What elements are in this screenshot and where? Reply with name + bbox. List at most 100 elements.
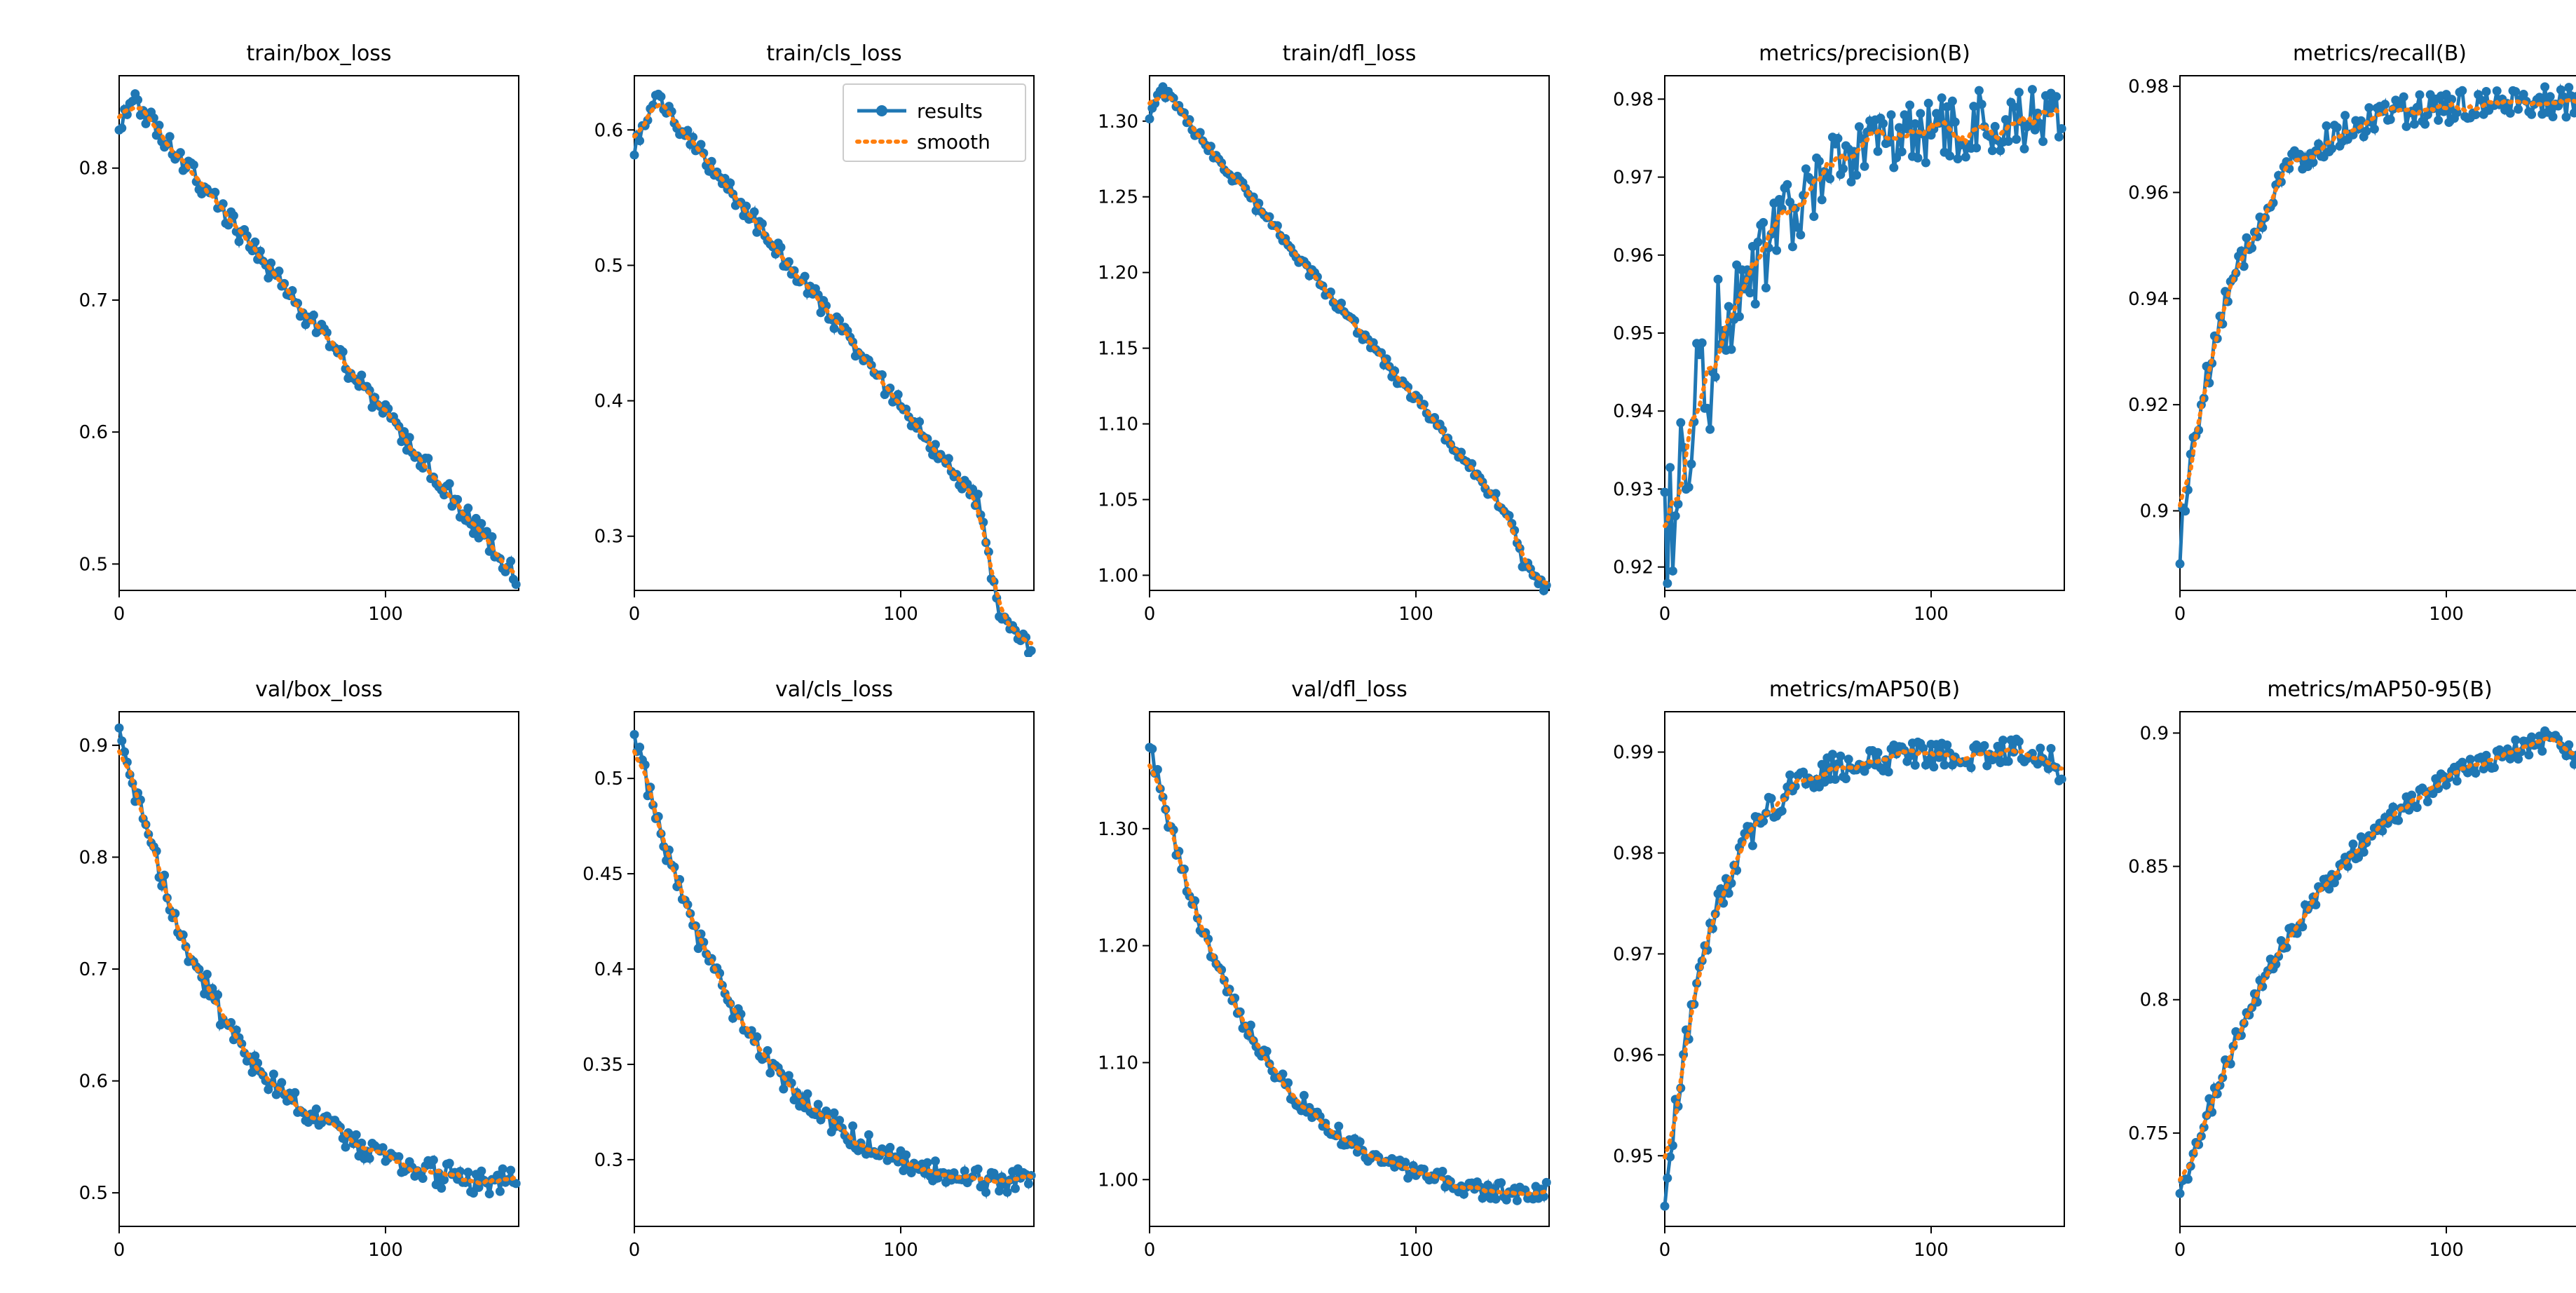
marker <box>1998 736 2008 745</box>
marker <box>2493 86 2502 95</box>
chart-panel: val/cls_loss01000.30.350.40.450.5 <box>536 657 1051 1293</box>
marker <box>165 132 175 141</box>
x-tick-label: 100 <box>1398 1240 1433 1261</box>
marker <box>1929 762 1938 771</box>
x-tick-label: 100 <box>1914 1240 1949 1261</box>
marker <box>1796 230 1805 239</box>
y-tick-label: 0.7 <box>79 959 108 980</box>
legend-label: smooth <box>917 130 990 154</box>
marker <box>2176 1189 2185 1198</box>
x-tick-label: 0 <box>1659 604 1671 625</box>
x-tick-label: 100 <box>1398 604 1433 625</box>
chart-title: train/dfl_loss <box>1283 41 1417 66</box>
chart-cell: train/box_loss01000.50.60.70.8 <box>21 21 536 657</box>
y-tick-label: 1.15 <box>1098 339 1138 360</box>
marker <box>1724 302 1733 311</box>
x-tick-label: 100 <box>883 604 918 625</box>
results-series <box>634 734 1031 1192</box>
y-tick-label: 0.8 <box>79 158 108 180</box>
chart-title: train/box_loss <box>246 41 391 66</box>
marker <box>485 1189 494 1198</box>
marker <box>1754 238 1763 247</box>
y-tick-label: 0.98 <box>1613 843 1654 864</box>
chart-cell: metrics/mAP50(B)01000.950.960.970.980.99 <box>1567 657 2082 1293</box>
marker <box>2359 848 2369 857</box>
chart-panel: train/box_loss01000.50.60.70.8 <box>21 21 536 657</box>
y-tick-label: 0.99 <box>1613 743 1654 764</box>
y-tick-label: 1.05 <box>1098 489 1138 510</box>
y-tick-label: 0.5 <box>79 554 108 575</box>
marker <box>1438 1167 1447 1176</box>
chart-cell: metrics/mAP50-95(B)01000.750.80.850.9 <box>2082 657 2576 1293</box>
y-tick-label: 0.75 <box>2128 1123 2169 1144</box>
marker <box>923 1158 932 1167</box>
marker <box>2527 733 2536 742</box>
marker <box>2570 759 2576 769</box>
marker <box>1695 350 1704 359</box>
marker <box>2546 92 2555 101</box>
marker <box>1905 100 1914 109</box>
marker <box>269 1069 278 1078</box>
marker <box>309 311 318 320</box>
y-tick-label: 1.25 <box>1098 187 1138 208</box>
chart-title: metrics/precision(B) <box>1759 41 1970 66</box>
marker <box>2181 506 2190 515</box>
y-tick-label: 0.5 <box>594 255 623 276</box>
results-markers <box>115 89 521 589</box>
marker <box>477 1167 486 1176</box>
y-tick-label: 0.93 <box>1613 479 1654 500</box>
marker <box>2004 137 2013 146</box>
marker <box>1911 761 1920 770</box>
smooth-series <box>1665 110 2062 526</box>
marker <box>1809 212 1818 221</box>
chart-title: metrics/recall(B) <box>2293 41 2467 66</box>
chart-title: metrics/mAP50-95(B) <box>2267 677 2492 702</box>
smooth-series <box>2180 100 2576 506</box>
axes-frame <box>2180 76 2576 590</box>
chart-grid: train/box_loss01000.50.60.70.8train/cls_… <box>0 0 2576 1272</box>
results-markers <box>630 730 1036 1197</box>
marker <box>2535 93 2544 102</box>
marker <box>1988 146 1997 155</box>
marker <box>1924 99 1933 108</box>
marker <box>2364 103 2373 112</box>
marker <box>1663 578 1672 588</box>
marker <box>1801 164 1811 173</box>
y-tick-label: 0.4 <box>594 391 623 412</box>
marker <box>2466 754 2475 764</box>
marker <box>1778 806 1787 815</box>
marker <box>1937 93 1947 102</box>
marker <box>2038 137 2047 146</box>
chart-cell: val/cls_loss01000.30.350.40.450.5 <box>536 657 1051 1293</box>
marker <box>365 1154 374 1163</box>
marker <box>439 1175 449 1184</box>
chart-panel: metrics/mAP50(B)01000.950.960.970.980.99 <box>1567 657 2082 1293</box>
marker <box>1661 488 1670 497</box>
marker <box>341 1142 350 1151</box>
marker <box>2562 112 2571 121</box>
marker <box>2524 750 2533 759</box>
marker <box>277 1078 286 1087</box>
x-tick-label: 0 <box>114 604 125 625</box>
y-tick-label: 1.00 <box>1098 1170 1138 1191</box>
y-tick-label: 1.10 <box>1098 414 1138 435</box>
marker <box>1788 242 1797 251</box>
marker <box>1024 1179 1033 1189</box>
results-markers <box>630 90 1036 657</box>
marker <box>1932 109 1941 118</box>
marker <box>2057 124 2066 133</box>
marker <box>2471 769 2480 778</box>
marker <box>901 1151 911 1160</box>
marker <box>312 1104 321 1113</box>
marker <box>1751 299 1760 309</box>
x-tick-label: 0 <box>1144 1240 1156 1261</box>
marker <box>1911 119 1920 128</box>
y-tick-label: 0.96 <box>2128 182 2169 203</box>
marker <box>423 454 432 463</box>
marker <box>1785 771 1794 780</box>
marker <box>1671 511 1680 520</box>
marker <box>512 580 521 589</box>
marker <box>2052 92 2061 101</box>
marker <box>2009 102 2018 111</box>
marker <box>2453 776 2462 785</box>
